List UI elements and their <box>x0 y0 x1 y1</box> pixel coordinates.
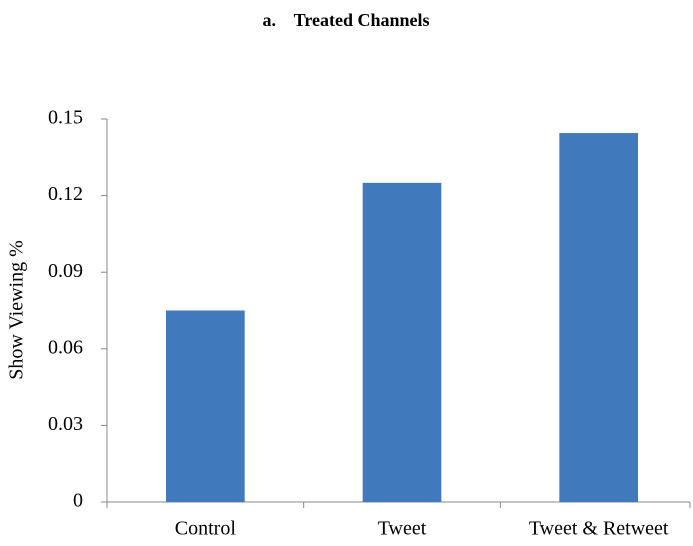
y-tick-label: 0.12 <box>48 183 83 205</box>
bar <box>166 310 245 502</box>
bar <box>559 133 638 502</box>
y-tick-label: 0.03 <box>48 413 83 435</box>
y-tick-label: 0.06 <box>48 336 83 358</box>
y-axis-label: Show Viewing % <box>6 240 28 380</box>
y-tick-label: 0.15 <box>48 107 83 129</box>
x-tick-label: Control <box>175 518 237 540</box>
y-tick-label: 0.09 <box>48 260 83 282</box>
x-tick-label: Tweet & Retweet <box>529 518 669 540</box>
bar <box>362 182 442 503</box>
y-tick-label: 0 <box>73 490 83 512</box>
x-tick-label: Tweet <box>378 518 427 540</box>
chart-title: a. Treated Channels <box>262 10 429 30</box>
